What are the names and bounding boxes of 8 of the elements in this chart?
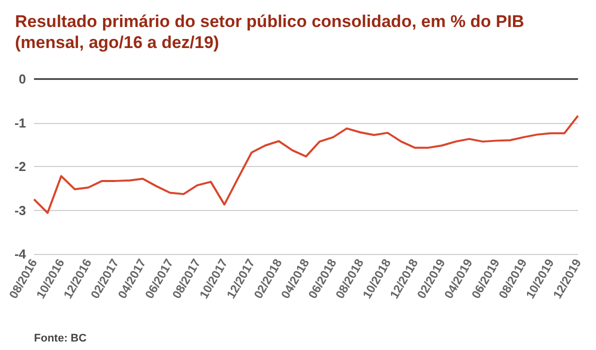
y-tick-label: -4 xyxy=(14,246,27,262)
y-tick-label: 0 xyxy=(18,72,26,86)
line-series xyxy=(33,114,579,214)
source-note: Fonte: BC xyxy=(34,332,87,344)
y-tick-label: -1 xyxy=(14,115,26,130)
y-tick-label: -2 xyxy=(14,159,26,174)
y-tick-label: -3 xyxy=(14,202,26,218)
chart-title: Resultado primário do setor público consolidado, em % do PIB (mensal, ago/16 a dez/19) xyxy=(15,12,524,52)
